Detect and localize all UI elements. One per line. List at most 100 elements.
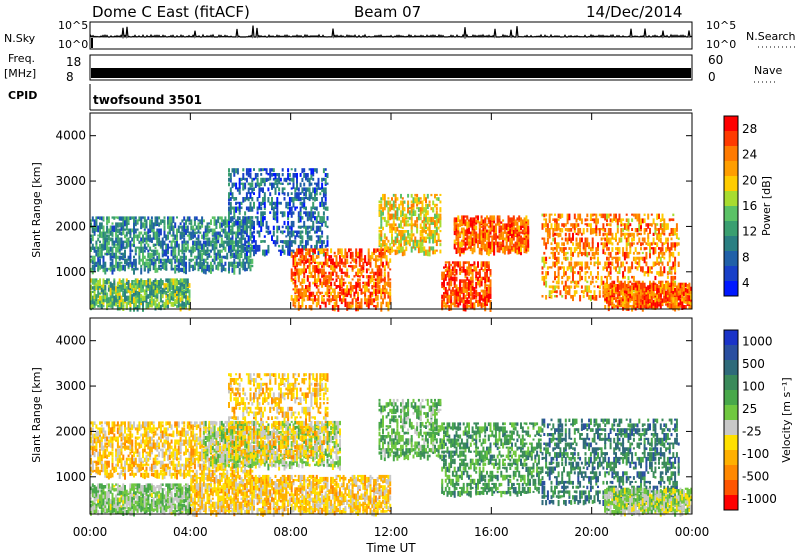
power-cell [193,231,196,235]
power-cell [521,219,524,226]
power-cell [208,249,211,252]
power-cell [159,240,162,248]
power-cell [408,236,411,244]
power-cell [432,230,435,234]
power-cell [204,249,207,256]
power-cell [480,249,483,256]
power-cell [120,305,123,309]
power-cell [305,248,307,252]
power-cell [136,305,139,312]
power-cell [159,258,162,264]
power-cell [247,220,250,224]
power-cell [546,271,549,276]
power-cell [340,261,343,265]
power-cell [525,233,528,236]
power-cell [208,240,211,247]
power-cell [607,247,610,251]
power-cell [672,228,675,235]
power-cell [294,255,297,262]
power-cell [520,243,522,248]
power-cell [606,295,608,302]
power-cell [471,217,474,221]
power-cell [457,223,460,227]
power-cell [287,168,290,173]
power-cell [138,297,141,304]
power-cell [222,219,225,227]
power-cell [197,261,200,268]
power-cell [564,256,567,261]
power-cell [152,261,155,266]
power-cell [142,280,144,285]
power-cell [482,261,485,267]
power-cell [665,247,668,253]
power-cell [238,187,241,194]
power-cell [124,249,126,256]
power-cell [645,256,648,260]
power-cell [249,187,252,191]
power-cell [640,223,642,229]
power-cell [303,244,306,251]
power-cell [310,305,313,311]
power-cell [217,231,220,235]
power-cell [383,268,386,272]
power-cell [140,219,143,224]
power-cell [97,281,100,287]
power-cell [661,301,664,306]
power-cell [190,231,193,239]
power-cell [446,266,449,271]
power-cell [251,206,254,212]
power-cell [486,276,488,283]
power-cell [444,287,447,294]
power-cell [335,258,338,266]
power-cell [570,247,573,254]
power-cell [383,288,386,292]
power-cell [140,222,143,230]
power-cell [290,192,293,195]
power-cell [156,228,159,232]
power-cell [213,246,216,254]
power-cell [308,295,311,301]
power-cell [297,301,300,309]
power-cell [468,227,470,235]
power-cell [167,298,169,305]
power-cell [527,219,530,225]
power-cell [597,275,599,280]
power-cell [193,264,196,269]
power-cell [127,216,130,223]
power-cell [659,256,662,263]
power-cell [453,292,456,299]
power-cell [625,213,628,216]
power-cell [297,216,300,223]
power-cell [521,245,524,248]
power-cell [199,249,202,254]
power-cell [509,241,512,248]
power-cell [367,258,370,263]
power-cell [631,242,634,247]
power-cell [459,271,462,275]
power-cell [279,240,282,243]
power-cell [296,288,298,294]
power-cell [181,267,184,273]
power-cell [220,234,223,238]
power-cell [378,288,381,294]
power-cell [482,269,485,272]
power-cell [462,217,465,224]
power-cell [382,216,384,220]
power-cell [315,261,318,264]
power-cell [554,237,556,245]
power-cell [156,231,159,236]
power-cell [365,285,368,292]
power-cell [498,241,501,246]
power-cell [231,237,234,244]
power-cell [330,271,333,277]
power-cell [170,280,173,283]
power-cell [319,281,322,286]
power-cell [654,228,657,235]
power-cell [136,290,139,295]
power-cell [197,222,200,228]
power-cell [575,247,578,251]
power-cell [163,234,166,239]
power-cell [672,288,675,295]
power-cell [389,291,392,296]
power-cell [331,278,334,281]
